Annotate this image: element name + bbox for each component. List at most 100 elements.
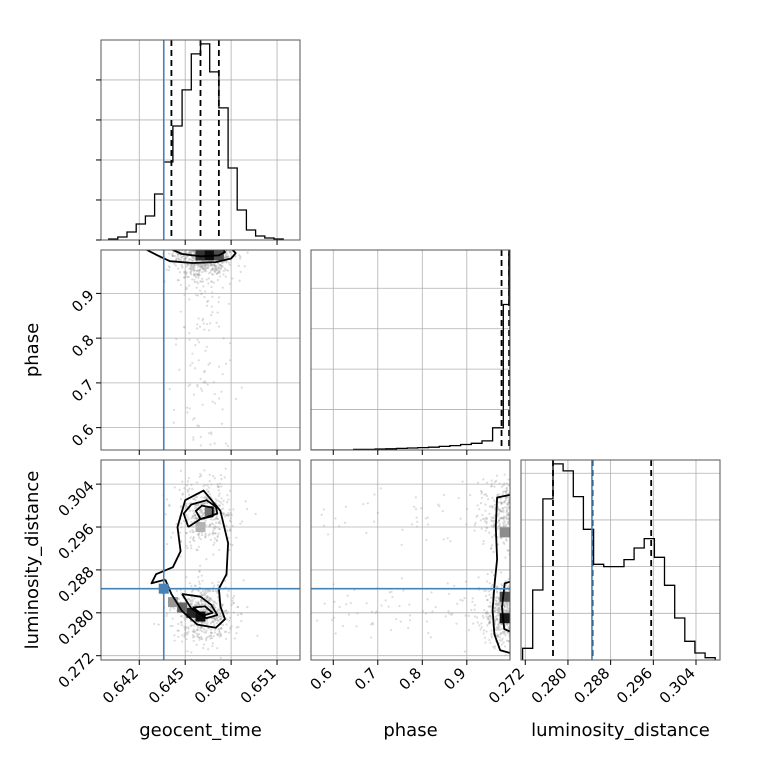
density-cell — [195, 250, 206, 261]
sample-point — [188, 252, 191, 255]
sample-point — [193, 251, 196, 255]
sample-point — [504, 624, 507, 627]
sample-point — [195, 286, 198, 289]
sample-point — [180, 263, 183, 266]
sample-point — [195, 503, 198, 507]
sample-point — [497, 622, 501, 625]
sample-point — [464, 580, 467, 583]
sample-point — [192, 628, 195, 631]
sample-point — [200, 515, 203, 518]
sample-point — [222, 269, 225, 273]
sample-point — [180, 255, 183, 259]
sample-point — [167, 252, 171, 255]
sample-point — [180, 592, 183, 595]
sample-point — [213, 623, 216, 626]
sample-point — [205, 488, 208, 491]
sample-point — [176, 255, 179, 258]
sample-point — [473, 615, 477, 618]
sample-point — [355, 625, 358, 628]
sample-point — [218, 607, 221, 610]
sample-point — [187, 518, 190, 521]
sample-point — [197, 636, 201, 639]
sample-point — [190, 651, 193, 654]
sample-point — [504, 601, 507, 605]
sample-point — [193, 264, 196, 267]
sample-point — [197, 602, 200, 605]
sample-point — [191, 352, 194, 355]
sample-point — [496, 611, 499, 614]
sample-point — [188, 332, 191, 335]
sample-point — [200, 599, 203, 602]
sample-point — [197, 575, 200, 579]
sample-point — [197, 532, 201, 536]
sample-point — [496, 609, 499, 612]
sample-point — [501, 507, 504, 510]
sample-point — [211, 533, 214, 536]
sample-point — [188, 257, 191, 260]
sample-point — [211, 268, 214, 271]
sample-point — [193, 539, 196, 542]
sample-point — [220, 604, 223, 607]
sample-point — [185, 576, 188, 579]
sample-point — [192, 537, 195, 540]
sample-point — [437, 503, 440, 506]
density-cell — [499, 613, 510, 624]
sample-point — [228, 250, 231, 253]
sample-point — [245, 507, 249, 511]
sample-point — [502, 511, 505, 514]
sample-point — [219, 520, 222, 523]
sample-point — [502, 507, 505, 510]
sample-point — [188, 541, 192, 544]
sample-point — [168, 266, 171, 269]
sample-point — [223, 256, 226, 259]
sample-point — [489, 617, 492, 620]
sample-point — [186, 489, 189, 492]
sample-point — [201, 270, 204, 274]
sample-point — [506, 606, 509, 609]
sample-point — [482, 616, 485, 619]
sample-point — [200, 592, 203, 595]
sample-point — [372, 520, 376, 523]
sample-point — [220, 266, 223, 269]
sample-point — [441, 510, 444, 513]
sample-point — [200, 593, 203, 597]
sample-point — [176, 253, 180, 256]
sample-point — [207, 605, 210, 608]
sample-point — [192, 267, 195, 270]
sample-point — [502, 521, 505, 524]
sample-point — [191, 259, 194, 262]
sample-point — [219, 618, 223, 621]
sample-point — [229, 520, 232, 523]
sample-point — [484, 529, 487, 532]
sample-point — [196, 481, 199, 484]
x-tick-label: 0.288 — [570, 664, 613, 707]
sample-point — [191, 361, 194, 364]
sample-point — [499, 517, 503, 520]
sample-point — [193, 597, 196, 600]
sample-point — [192, 639, 195, 642]
sample-point — [490, 636, 494, 639]
sample-point — [244, 500, 247, 503]
sample-point — [189, 270, 192, 274]
sample-point — [485, 526, 488, 529]
sample-point — [213, 541, 216, 544]
sample-point — [473, 524, 476, 527]
sample-point — [502, 491, 505, 494]
sample-point — [196, 263, 199, 267]
sample-point — [197, 600, 200, 603]
sample-point — [232, 594, 236, 598]
sample-point — [221, 603, 224, 607]
sample-point — [172, 408, 176, 411]
sample-point — [185, 271, 188, 274]
sample-point — [484, 493, 487, 496]
sample-point — [200, 609, 203, 612]
sample-point — [438, 504, 441, 508]
sample-point — [179, 283, 183, 287]
sample-point — [180, 620, 183, 623]
sample-point — [202, 322, 205, 325]
sample-point — [500, 502, 503, 505]
sample-point — [199, 511, 202, 514]
sample-point — [487, 498, 490, 501]
sample-point — [230, 603, 233, 607]
sample-point — [185, 544, 188, 547]
